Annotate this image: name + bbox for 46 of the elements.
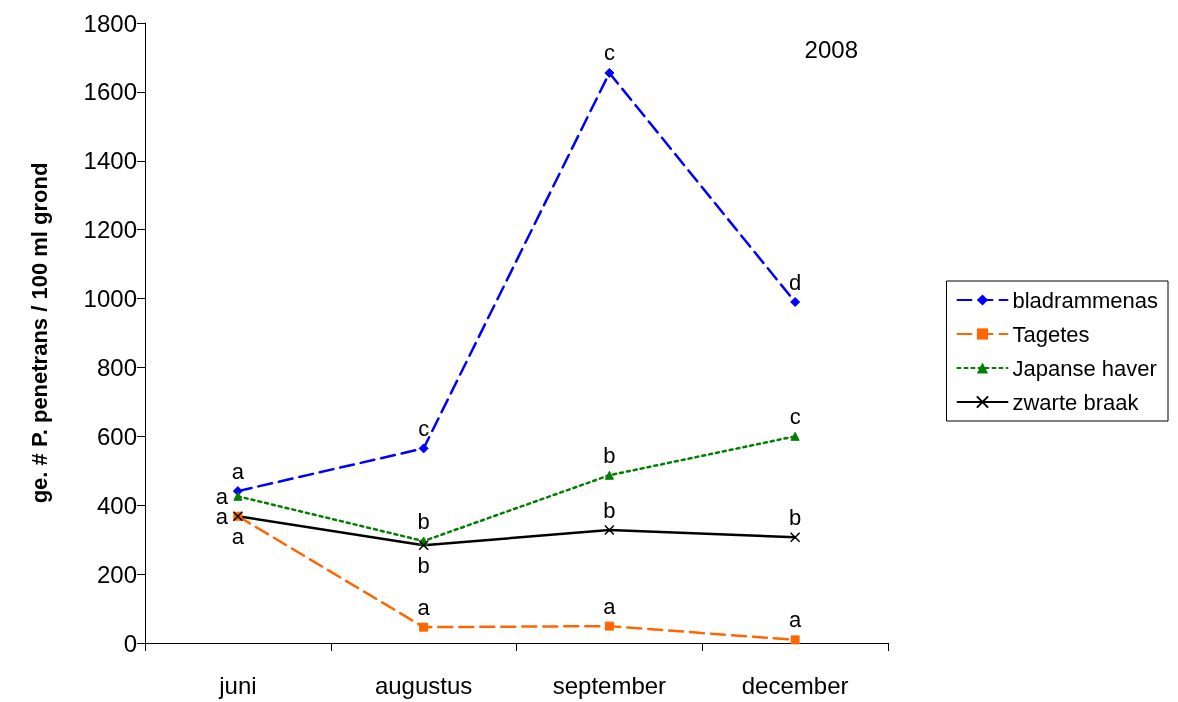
annotation: 2008 bbox=[804, 35, 858, 63]
annotation: b bbox=[417, 508, 430, 534]
y-tick-label: 1800 bbox=[83, 9, 137, 37]
annotation: a bbox=[231, 523, 245, 549]
legend-label: Tagetes bbox=[1012, 321, 1090, 347]
annotation: b bbox=[603, 442, 616, 468]
x-tick-label: juni bbox=[218, 671, 257, 699]
y-tick-label: 0 bbox=[123, 629, 137, 657]
point bbox=[790, 297, 801, 307]
point bbox=[419, 622, 429, 632]
legend-label: Japanse haver bbox=[1012, 355, 1157, 381]
annotation: a bbox=[231, 458, 245, 484]
point bbox=[604, 524, 615, 536]
y-tick-label: 1000 bbox=[83, 285, 137, 313]
annotation: c bbox=[603, 40, 615, 66]
y-tick-label: 1200 bbox=[83, 216, 137, 244]
annotation: c bbox=[789, 403, 801, 429]
annotation: c bbox=[418, 415, 430, 441]
legend-label: zwarte braak bbox=[1012, 389, 1140, 415]
point bbox=[789, 532, 801, 543]
annotation: d bbox=[789, 269, 802, 295]
x-tick-label: augustus bbox=[374, 671, 473, 699]
y-tick-label: 800 bbox=[96, 353, 137, 381]
annotation: b bbox=[417, 552, 430, 578]
x-tick-label: september bbox=[552, 671, 667, 699]
x-tick-label: december bbox=[741, 671, 849, 699]
annotation: a bbox=[789, 607, 802, 633]
annotation: b bbox=[603, 497, 616, 523]
point bbox=[604, 470, 614, 480]
y-tick-label: 1600 bbox=[83, 78, 137, 106]
point bbox=[233, 491, 243, 501]
annotation: a bbox=[603, 593, 617, 619]
point bbox=[418, 539, 429, 551]
point bbox=[790, 635, 800, 645]
y-tick-label: 600 bbox=[96, 422, 137, 450]
legend-label: bladrammenas bbox=[1012, 287, 1158, 313]
y-tick-label: 1400 bbox=[83, 147, 137, 175]
y-tick-label: 400 bbox=[96, 491, 137, 519]
point bbox=[604, 621, 614, 631]
point bbox=[790, 431, 800, 441]
y-tick-label: 200 bbox=[96, 560, 137, 588]
annotation: a bbox=[417, 594, 431, 620]
point bbox=[418, 443, 429, 454]
annotation: b bbox=[789, 504, 802, 530]
point bbox=[604, 67, 615, 78]
y-axis-title: ge. # P. penetrans / 100 ml grond bbox=[26, 162, 52, 504]
